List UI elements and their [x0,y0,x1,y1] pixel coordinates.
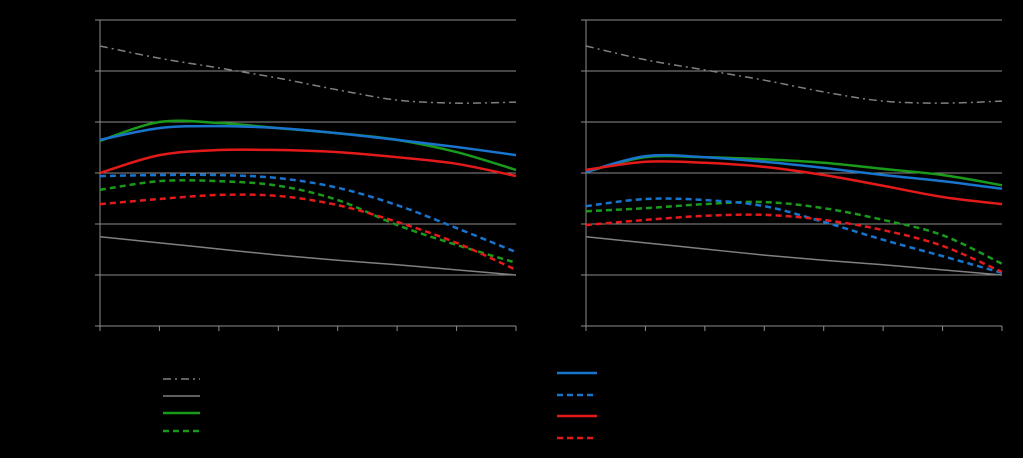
series-line [585,236,1003,276]
series-line [99,173,517,254]
series-line [99,45,517,104]
series-line [99,124,517,157]
series-line [99,236,517,276]
series-line [585,160,1003,206]
series-line [585,200,1003,265]
series-line [585,153,1003,191]
series-line [99,193,517,272]
series-line [585,45,1003,104]
series-line [585,213,1003,274]
series-line [99,148,517,178]
series-line [585,197,1003,275]
series-line [99,179,517,264]
